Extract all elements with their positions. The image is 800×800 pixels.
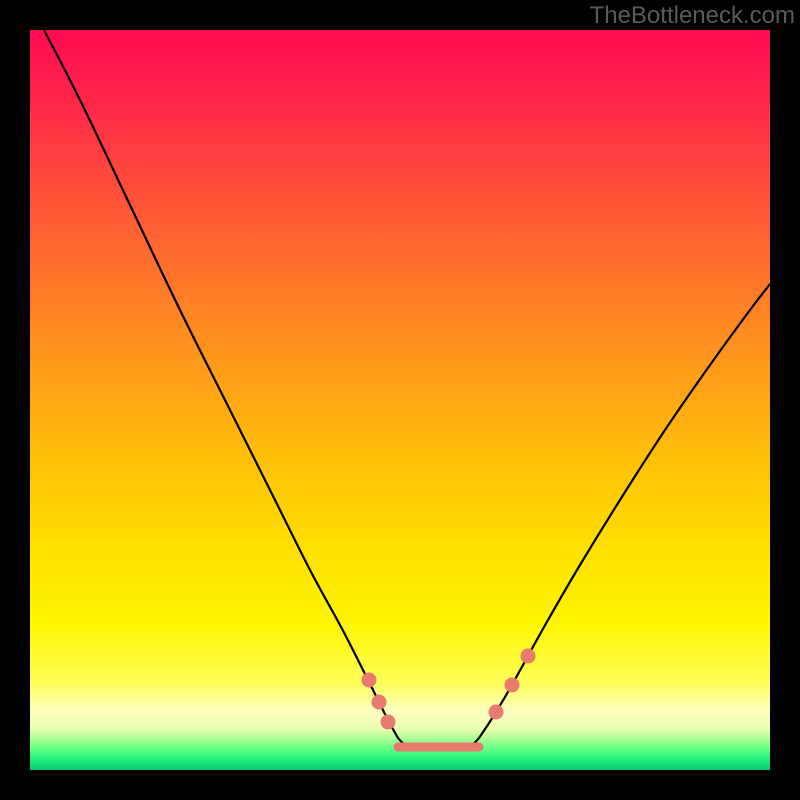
curve-right-branch [479,284,770,738]
marker-dot [372,695,387,710]
marker-dot [505,678,520,693]
marker-dot [381,715,396,730]
watermark-text: TheBottleneck.com [590,2,795,30]
marker-dot [362,673,377,688]
curve-left-branch [44,30,398,738]
marker-dot [521,649,536,664]
curve-layer [0,0,800,800]
chart-container: TheBottleneck.com [0,0,800,800]
marker-dot [489,705,504,720]
